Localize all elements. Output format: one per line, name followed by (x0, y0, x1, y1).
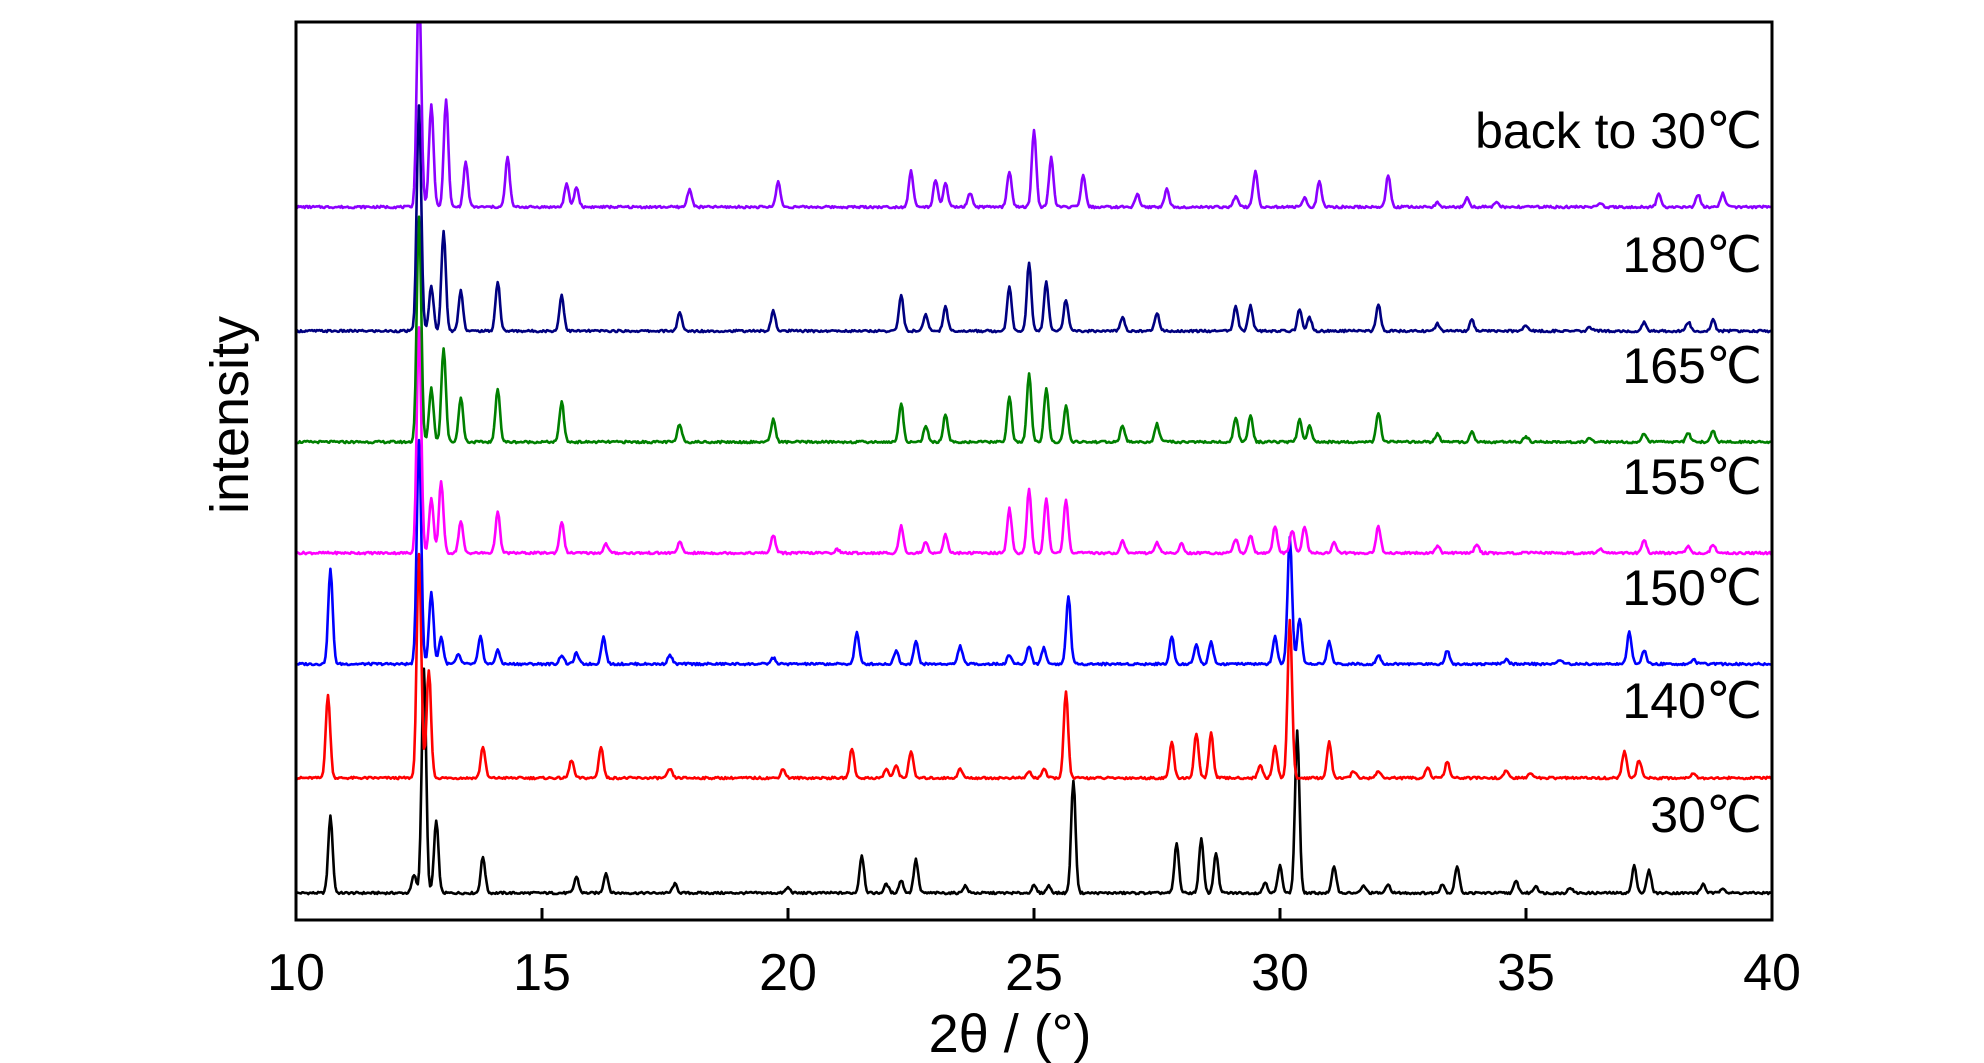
x-axis-ticks: 10 15 20 25 30 35 40 (267, 908, 1801, 1002)
x-axis-title: 2θ / (°) (929, 1004, 1092, 1063)
series-line (296, 667, 1772, 896)
x-tick-label: 10 (267, 944, 325, 1002)
x-tick-label: 40 (1743, 944, 1801, 1002)
x-tick-label: 25 (1005, 944, 1063, 1002)
x-tick-label: 15 (513, 944, 571, 1002)
series-label: 165℃ (1622, 338, 1762, 394)
series-label: 150℃ (1622, 560, 1762, 616)
series-line (296, 438, 1772, 667)
series-line (296, 215, 1772, 445)
series-label: back to 30℃ (1475, 103, 1762, 159)
series-line (296, 104, 1772, 334)
series-labels-group: 30℃ 140℃ 150℃ 155℃ 165℃ 180℃ back to 30℃ (1475, 103, 1762, 843)
x-tick-label: 20 (759, 944, 817, 1002)
series-label: 140℃ (1622, 673, 1762, 729)
series-label: 30℃ (1650, 787, 1762, 843)
x-tick-label: 30 (1251, 944, 1309, 1002)
series-line (296, 326, 1772, 556)
traces-group (296, 22, 1772, 896)
series-label: 155℃ (1622, 449, 1762, 505)
x-tick-label: 35 (1497, 944, 1555, 1002)
series-label: 180℃ (1622, 227, 1762, 283)
series-line (296, 552, 1772, 781)
y-axis-title: intensity (200, 316, 260, 514)
series-line (296, 22, 1772, 210)
